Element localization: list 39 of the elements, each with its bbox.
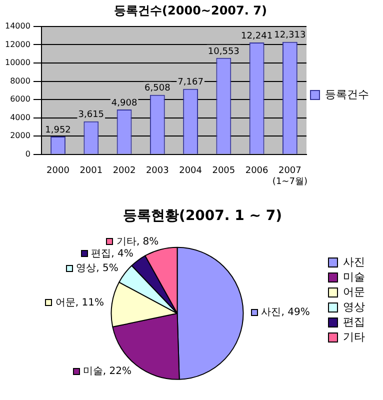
legend-label: 기타 [343,330,365,344]
data-label: 4,908 [111,98,138,108]
x-tick-label: 2003 [146,166,169,176]
data-label: 10,553 [208,46,240,57]
data-label: 6,508 [144,84,171,94]
legend-label: 어문 [343,285,365,298]
legend-label: 사진 [343,255,365,268]
y-tick-label: 14000 [4,21,30,30]
legend-label: 편집 [343,315,365,328]
y-tick-label: 10000 [4,58,30,68]
chart-title: 등록현황(2007. 1 ~ 7) [123,208,282,224]
data-label: 기타, 8% [116,236,159,248]
x-tick-label: 2002 [112,166,136,176]
x-tick-label: 2000 [46,166,70,176]
y-tick-label: 8000 [10,76,30,86]
data-label: 7,167 [178,78,204,88]
data-label: 12,241 [241,31,273,42]
legend-label: 등록건수 [325,88,369,101]
legend-label: 영상 [343,300,365,314]
x-tick-label: 2006 [245,166,269,176]
data-label: 사진, 49% [261,306,310,318]
data-label: 미술, 22% [82,366,132,378]
y-tick-label: 6000 [10,94,30,104]
x-tick-label: 2005 [212,166,236,176]
x-tick-label: 2007(1~7월) [272,166,308,187]
chart-title: 등록건수(2000~2007. 7) [114,3,267,18]
data-label: 3,615 [78,110,104,120]
legend-label: 미술 [343,270,365,284]
y-tick-label: 4000 [10,112,30,122]
data-label: 영상, 5% [76,263,118,274]
x-tick-label: 2001 [80,166,103,176]
x-tick-label: 2004 [179,166,202,176]
y-tick-label: 0 [25,149,30,158]
data-label: 1,952 [45,125,71,136]
y-tick-label: 2000 [10,131,30,140]
y-tick-label: 12000 [4,40,30,49]
data-label: 편집, 4% [91,248,134,260]
data-label: 12,313 [274,30,306,41]
data-label: 어문, 11% [55,297,104,308]
